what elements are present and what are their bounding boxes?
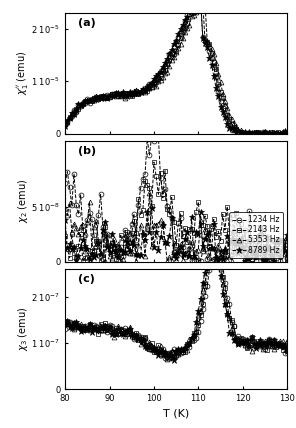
Text: (b): (b): [78, 146, 96, 156]
Legend: 1234 Hz, 2143 Hz, 5353 Hz, 8789 Hz: 1234 Hz, 2143 Hz, 5353 Hz, 8789 Hz: [229, 212, 283, 258]
Y-axis label: $\chi_3$ (emu): $\chi_3$ (emu): [16, 307, 30, 351]
Y-axis label: $\chi_1''$ (emu): $\chi_1''$ (emu): [15, 51, 30, 95]
Y-axis label: $\chi_2$ (emu): $\chi_2$ (emu): [16, 179, 30, 223]
Text: (a): (a): [78, 18, 96, 28]
X-axis label: T (K): T (K): [163, 409, 189, 419]
Text: (c): (c): [78, 273, 95, 284]
